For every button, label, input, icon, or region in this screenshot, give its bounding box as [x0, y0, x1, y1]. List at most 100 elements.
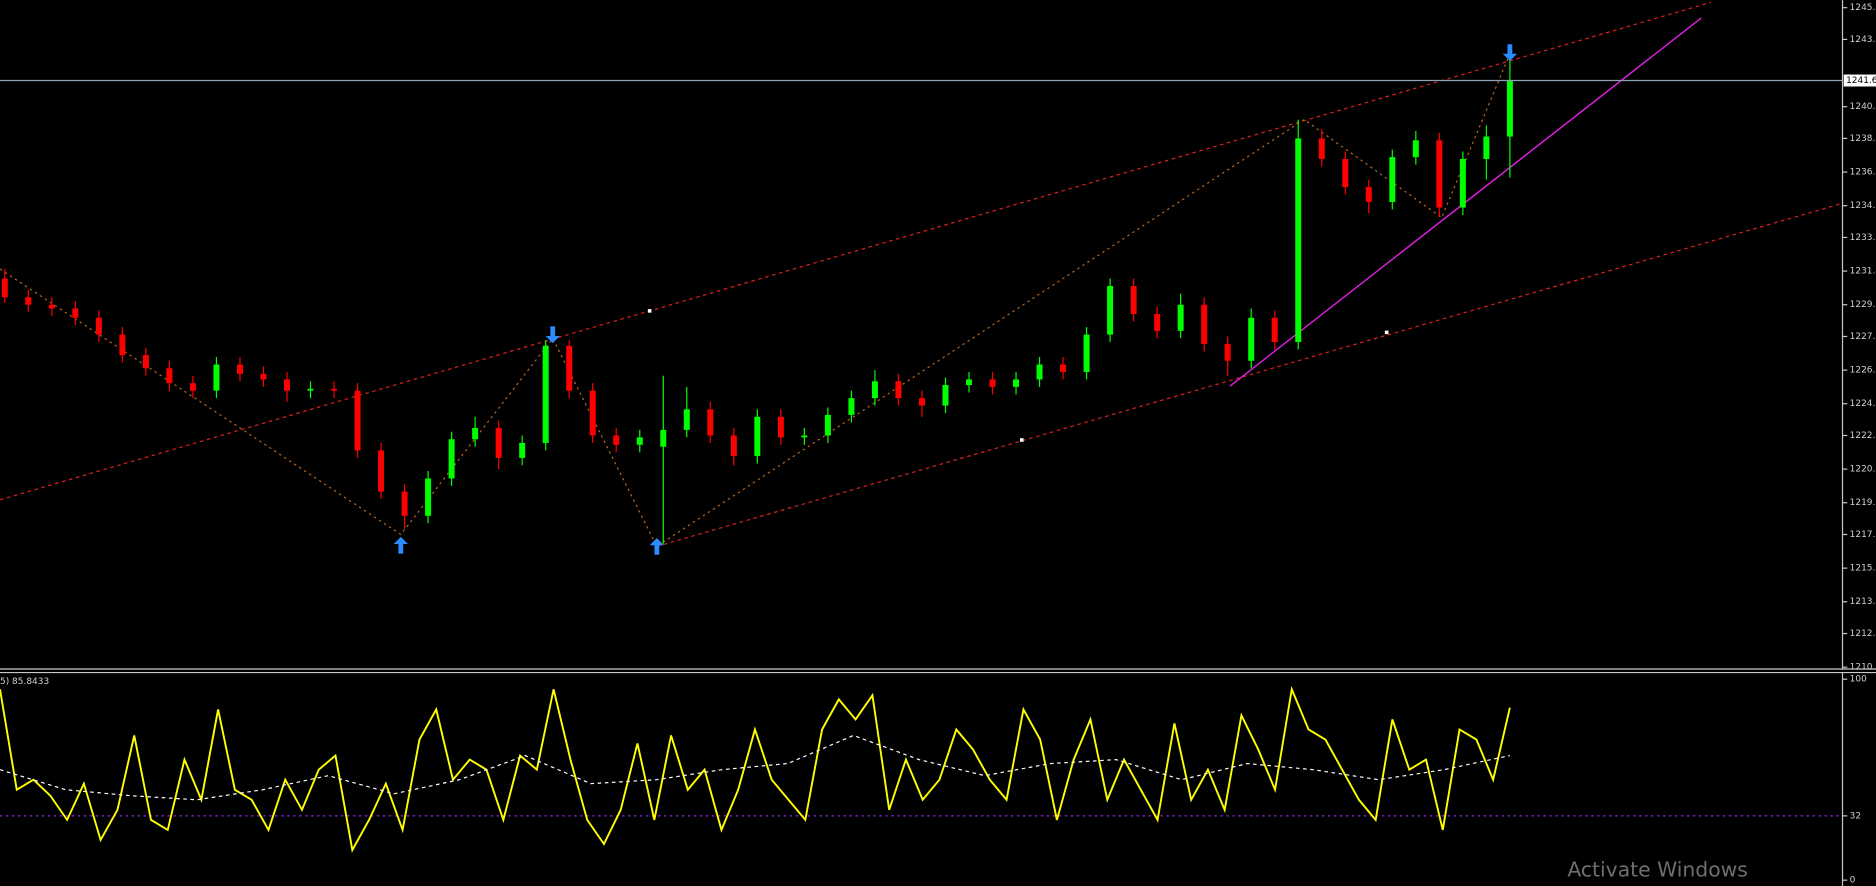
- zigzag-line: [0, 53, 1511, 548]
- candle-body: [754, 416, 761, 457]
- watermark: Activate Windows: [1567, 857, 1748, 881]
- candle-body: [1459, 158, 1466, 208]
- anchor-point: [647, 309, 652, 313]
- candle-body: [1036, 364, 1043, 380]
- candle-body: [1060, 364, 1067, 372]
- candle-body: [72, 308, 79, 318]
- candle-body: [1506, 80, 1513, 137]
- candle-body: [918, 398, 925, 406]
- y-tick-label: 1212.0: [1850, 629, 1876, 639]
- buy-arrow: [649, 538, 665, 555]
- sell-arrow: [1502, 44, 1518, 61]
- buy-arrow: [393, 536, 408, 554]
- candle-body: [683, 409, 690, 430]
- candle-body: [260, 373, 267, 380]
- signal-arrows: [393, 44, 1518, 555]
- y-tick-label: 1236.7: [1850, 168, 1876, 178]
- candle-body: [307, 388, 314, 391]
- candle-body: [213, 364, 220, 391]
- candle-body: [378, 450, 385, 492]
- candle-body: [1271, 317, 1278, 343]
- candle-body: [895, 381, 902, 399]
- candle-body: [401, 491, 408, 516]
- y-tick-label: 1213.7: [1850, 597, 1876, 607]
- y-tick-label: 1233.2: [1850, 233, 1876, 243]
- y-tick-label: 1220.8: [1850, 465, 1876, 475]
- candle-body: [425, 478, 432, 516]
- y-tick-label: 1224.3: [1850, 399, 1876, 409]
- candle-body: [448, 439, 455, 479]
- candle-body: [236, 364, 243, 374]
- candle-body: [942, 385, 949, 406]
- candle-body: [1248, 317, 1255, 361]
- y-tick-label: 1219.0: [1850, 498, 1876, 508]
- y-tick-label: 1210.2: [1850, 663, 1876, 673]
- y-tick-label: 1217.3: [1850, 530, 1876, 540]
- candle-body: [589, 390, 596, 436]
- candle-body: [613, 435, 620, 445]
- candle-body: [284, 379, 290, 391]
- candle-body: [1389, 157, 1396, 202]
- candles: [1, 54, 1513, 544]
- candle-body: [1342, 158, 1349, 188]
- candle-body: [1295, 138, 1302, 343]
- candle-body: [519, 442, 526, 458]
- y-tick-label: 1234.9: [1850, 201, 1876, 211]
- y-tick-label: 0: [1850, 876, 1856, 886]
- candle-body: [566, 345, 573, 391]
- candle-body: [1436, 140, 1443, 208]
- candle-body: [166, 368, 173, 384]
- indicator-line: [0, 685, 1511, 853]
- candle-body: [48, 304, 55, 309]
- y-tick-label: 1215.5: [1850, 564, 1876, 574]
- candle-body: [824, 414, 831, 436]
- candle-body: [495, 428, 502, 458]
- y-tick-label: 1222.6: [1850, 431, 1876, 441]
- y-tick-label: 1245.5: [1850, 3, 1876, 13]
- candle-body: [1, 278, 8, 298]
- candle-body: [331, 388, 338, 391]
- candle-body: [801, 435, 808, 438]
- price-label: 1241.6: [1846, 76, 1876, 86]
- candle-body: [1177, 304, 1184, 331]
- candle-body: [1201, 304, 1208, 344]
- candle-body: [1013, 379, 1020, 387]
- channel-line: [0, 1, 1712, 501]
- candle-body: [1107, 286, 1114, 335]
- candle-body: [1083, 334, 1090, 372]
- candle-body: [1318, 138, 1325, 159]
- candle-body: [189, 383, 196, 391]
- y-tick-label: 32: [1850, 811, 1861, 821]
- candle-body: [1154, 314, 1161, 331]
- candle-body: [354, 390, 361, 451]
- candle-body: [966, 379, 972, 386]
- anchor-point: [1019, 438, 1024, 442]
- price-label-box: [1843, 74, 1876, 87]
- candle-body: [777, 416, 784, 438]
- y-tick-label: 1243.8: [1850, 35, 1876, 45]
- candle-body: [1224, 343, 1231, 361]
- y-tick-label: 1240.2: [1850, 102, 1876, 112]
- candle-body: [95, 317, 102, 335]
- anchor-point: [1384, 330, 1389, 335]
- y-tick-label: 1227.9: [1850, 332, 1876, 342]
- candle-body: [142, 355, 149, 369]
- y-tick-label: 100: [1850, 675, 1867, 685]
- candle-body: [542, 345, 549, 443]
- candle-body: [25, 297, 32, 305]
- sell-arrow: [545, 326, 560, 344]
- indicator-line: [0, 734, 1511, 801]
- candle-body: [989, 379, 996, 387]
- channel-line: [656, 202, 1843, 548]
- candle-body: [119, 334, 126, 356]
- y-tick-label: 1226.1: [1850, 366, 1876, 376]
- candle-body: [730, 435, 737, 457]
- candle-body: [848, 398, 855, 415]
- candle-body: [871, 381, 878, 399]
- candle-body: [1130, 286, 1137, 315]
- candle-body: [1365, 187, 1372, 202]
- y-tick-label: 1229.6: [1850, 300, 1876, 310]
